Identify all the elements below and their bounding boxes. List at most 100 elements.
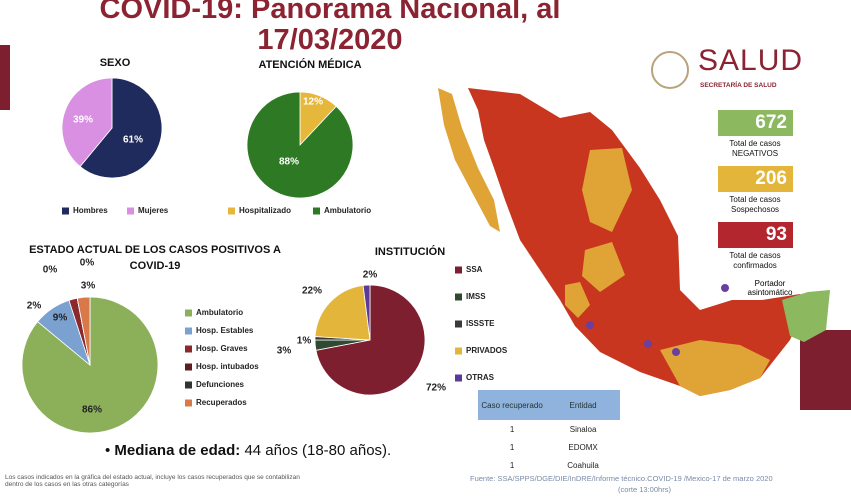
recovered-table: Caso recuperado Entidad 1 Sinaloa 1 EDOMX … [478, 390, 620, 474]
legend-swatch [62, 207, 69, 215]
legend-label: Hospitalizado [239, 206, 291, 215]
table-head-cell: Entidad [546, 390, 620, 420]
legend-label: OTRAS [466, 373, 495, 382]
legend-swatch [455, 374, 462, 382]
value-label: 88% [279, 157, 299, 168]
legend-dot [721, 284, 729, 292]
source: Fuente: SSA/SPPS/DGE/DIE/InDRE/Informe t… [470, 474, 773, 483]
stat-value: 93 [718, 222, 793, 248]
logo: SALUD [698, 44, 804, 77]
value-label: 86% [82, 405, 102, 416]
pie-slice [246, 91, 354, 199]
legend-label: SSA [466, 265, 483, 274]
map-dot [672, 348, 680, 356]
value-label: 2% [363, 270, 378, 281]
value-label: 0% [80, 258, 95, 269]
map-region [582, 242, 625, 292]
legend-label: PRIVADOS [466, 346, 508, 355]
stat-label: Total de casos NEGATIVOS [710, 139, 800, 158]
stat-value: 672 [718, 110, 793, 136]
stat-label-line: Total de casos [729, 251, 781, 260]
legend-text: Portador asintomático [747, 279, 793, 297]
legend-label: IMSS [466, 292, 486, 301]
median-label: Mediana de edad: [114, 442, 241, 459]
legend-swatch [185, 399, 192, 407]
title-line: 17/03/2020 [257, 24, 403, 56]
table-header: Caso recuperado Entidad [478, 390, 620, 420]
value-label: 39% [73, 115, 93, 126]
legend-swatch [185, 309, 192, 317]
legend-swatch [185, 345, 192, 353]
stat-label-line: NEGATIVOS [731, 148, 779, 158]
median-text: 44 años (18-80 años). [244, 442, 392, 459]
stat-label-line: Total de casos [729, 139, 781, 148]
legend-label: Defunciones [196, 380, 245, 389]
map-region [468, 88, 808, 396]
value-label: 0% [43, 265, 58, 276]
logo-emblem [651, 51, 689, 89]
map-region [582, 148, 632, 232]
table-cell: Coahuila [567, 460, 599, 470]
legend-swatch [228, 207, 235, 215]
value-label: 3% [277, 346, 292, 357]
legend-label: Hombres [73, 206, 108, 215]
legend-swatch [455, 266, 462, 274]
table-row: 1 Sinaloa [478, 420, 620, 438]
median: • Mediana de edad: 44 años (18-80 años). [105, 442, 392, 459]
legend-label: ISSSTE [466, 319, 495, 328]
legend-swatch [127, 207, 134, 215]
source: (corte 13:00hrs) [618, 485, 671, 494]
value-label: 12% [303, 97, 323, 108]
legend-label: Recuperados [196, 398, 247, 407]
legend-swatch [185, 363, 192, 371]
table-cell: 1 [509, 424, 515, 434]
stat-label-line: Total de casos [729, 195, 781, 204]
title-line: COVID-19: Panorama Nacional, al [99, 0, 561, 25]
decor-bar [0, 45, 10, 110]
legend-label: Ambulatorio [196, 308, 243, 317]
table-cell: EDOMX [568, 442, 598, 452]
decor-bar [800, 330, 851, 410]
table-head-cell: Caso recuperado [478, 390, 547, 420]
value-label: 61% [123, 135, 143, 146]
legend-swatch [455, 293, 462, 301]
legend-swatch [455, 320, 462, 328]
map-dot [586, 321, 594, 329]
table-cell: 1 [509, 442, 515, 452]
chart-title: ATENCIÓN MÉDICA [258, 59, 362, 71]
value-label: 3% [81, 281, 96, 292]
stat-label: Total de casos confirmados [710, 251, 800, 270]
table-cell: Sinaloa [569, 424, 597, 434]
value-label: 2% [27, 301, 42, 312]
legend-swatch [185, 381, 192, 389]
value-label: 1% [297, 336, 312, 347]
stat-label-line: confirmados [733, 260, 777, 270]
legend-swatch [185, 327, 192, 335]
pie-slice [362, 284, 371, 341]
table-cell: 1 [509, 460, 515, 470]
chart-title: ESTADO ACTUAL DE LOS CASOS POSITIVOS A C… [29, 244, 281, 272]
legend-label: Hosp. Estables [196, 326, 254, 335]
map-region [438, 88, 500, 232]
pie-slice [21, 296, 159, 434]
table-row: 1 EDOMX [478, 438, 620, 456]
legend-swatch [455, 347, 462, 355]
legend-label: Hosp. intubados [196, 362, 259, 371]
legend-label: Mujeres [138, 206, 169, 215]
pie-slice [61, 77, 113, 168]
value-label: 22% [302, 286, 322, 297]
value-label: 72% [426, 383, 446, 394]
chart-title: SEXO [99, 57, 131, 69]
map-region [660, 340, 770, 396]
legend-label: Ambulatorio [324, 206, 371, 215]
legend-swatch [313, 207, 320, 215]
legend-label: Hosp. Graves [196, 344, 248, 353]
map-dot [644, 340, 652, 348]
map-region [782, 290, 830, 342]
title: COVID-19: Panorama Nacional, al 17/03/20… [40, 0, 620, 56]
map [438, 88, 830, 396]
logo-sub: SECRETARÍA DE SALUD [700, 82, 777, 89]
pie-slice [315, 284, 426, 396]
